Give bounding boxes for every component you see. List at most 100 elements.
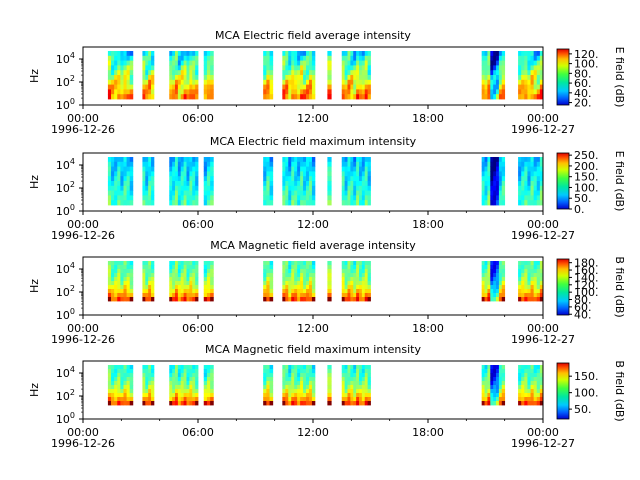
- x-date-label-end: 1996-12-27: [511, 333, 575, 346]
- spectrogram-cell: [291, 297, 295, 302]
- spectrogram-cell: [294, 277, 298, 282]
- x-tick-label: 18:00: [412, 112, 444, 125]
- spectrogram-cell: [524, 94, 528, 100]
- spectrogram-cell: [344, 171, 348, 177]
- spectrogram-cell: [496, 297, 500, 302]
- y-tick-label: 100: [56, 307, 75, 322]
- spectrogram-cell: [183, 293, 187, 298]
- spectrogram-cell: [518, 185, 522, 191]
- spectrogram-cell: [518, 289, 522, 294]
- spectrogram-cell: [192, 157, 196, 163]
- spectrogram-cell: [367, 157, 371, 163]
- spectrogram-cell: [300, 171, 304, 177]
- spectrogram-cell: [300, 190, 304, 196]
- spectrogram-cell: [169, 157, 173, 163]
- colorbar: [556, 152, 570, 210]
- spectrogram-cell: [269, 373, 274, 378]
- spectrogram-cell: [364, 65, 369, 71]
- spectrogram-cell: [359, 79, 363, 85]
- spectrogram-cell: [203, 166, 208, 172]
- spectrogram-cell: [493, 51, 497, 57]
- spectrogram-cell: [129, 273, 134, 278]
- spectrogram-cell: [180, 166, 185, 172]
- spectrogram-cell: [327, 389, 332, 394]
- spectrogram-cell: [192, 195, 196, 201]
- x-tick-label: 12:00: [297, 322, 329, 335]
- spectrogram-cell: [263, 385, 267, 390]
- spectrogram-cell: [291, 79, 295, 85]
- spectrogram-cell: [180, 401, 185, 406]
- spectrogram-cell: [186, 397, 190, 402]
- spectrogram-cell: [344, 269, 348, 274]
- spectrogram-cell: [107, 89, 112, 95]
- spectrogram-cell: [487, 51, 491, 57]
- y-tick-label: 100: [56, 203, 75, 218]
- spectrogram-cell: [145, 195, 149, 201]
- spectrogram-cell: [282, 166, 286, 172]
- spectrogram-cell: [297, 190, 301, 196]
- spectrogram-cell: [288, 190, 292, 196]
- spectrogram-cell: [183, 157, 187, 163]
- spectrogram-cell: [129, 70, 134, 76]
- spectrogram-cell: [172, 293, 176, 298]
- spectrogram-cell: [484, 285, 488, 290]
- spectrogram-cell: [107, 51, 112, 57]
- spectrogram-cell: [493, 269, 497, 274]
- spectrogram-cell: [341, 200, 346, 206]
- spectrogram-cell: [111, 181, 115, 187]
- spectrogram-cell: [493, 185, 497, 191]
- spectrogram-cell: [539, 60, 544, 66]
- spectrogram-cell: [282, 51, 286, 57]
- spectrogram-cell: [210, 401, 214, 406]
- spectrogram-cell: [521, 297, 525, 302]
- spectrogram-cell: [263, 70, 267, 76]
- spectrogram-cell: [539, 397, 544, 402]
- spectrogram-cell: [117, 89, 121, 95]
- panel-title: MCA Magnetic field average intensity: [210, 239, 416, 252]
- spectrogram-cell: [493, 389, 497, 394]
- spectrogram-cell: [327, 171, 332, 177]
- spectrogram-cell: [521, 393, 525, 398]
- spectrogram-cell: [498, 365, 503, 370]
- spectrogram-cell: [327, 190, 332, 196]
- spectrogram-cell: [107, 261, 112, 266]
- spectrogram-cell: [341, 373, 346, 378]
- spectrogram-cell: [356, 389, 360, 394]
- spectrogram-cell: [195, 51, 199, 57]
- spectrogram-cell: [527, 389, 531, 394]
- spectrogram-cell: [151, 171, 155, 177]
- spectrogram-cell: [361, 166, 366, 172]
- spectrogram-cell: [120, 84, 124, 90]
- spectrogram-cell: [361, 65, 366, 71]
- spectrogram-cell: [294, 373, 298, 378]
- spectrogram-cell: [186, 70, 190, 76]
- spectrogram-cell: [524, 55, 528, 61]
- spectrogram-cell: [129, 75, 134, 81]
- spectrogram-cell: [288, 185, 292, 191]
- spectrogram-cell: [350, 389, 354, 394]
- spectrogram-cell: [356, 200, 360, 206]
- spectrogram-cell: [484, 79, 488, 85]
- spectrogram-cell: [192, 176, 196, 182]
- spectrogram-cell: [536, 377, 541, 382]
- spectrogram-cell: [350, 293, 354, 298]
- spectrogram-cell: [359, 195, 363, 201]
- spectrogram-cell: [126, 261, 131, 266]
- spectrogram-cell: [487, 401, 491, 406]
- spectrogram-cell: [518, 373, 522, 378]
- spectrogram-cell: [308, 94, 313, 100]
- spectrogram-cell: [288, 79, 292, 85]
- spectrogram-cell: [518, 176, 522, 182]
- spectrogram-cell: [145, 75, 149, 81]
- spectrogram-cell: [294, 171, 298, 177]
- spectrogram-cell: [527, 195, 531, 201]
- spectrogram-cell: [177, 181, 182, 187]
- spectrogram-cell: [145, 70, 149, 76]
- spectrogram-cell: [266, 176, 270, 182]
- spectrogram-cell: [266, 389, 270, 394]
- spectrogram-cell: [350, 195, 354, 201]
- spectrogram-cell: [142, 397, 146, 402]
- spectrogram-cell: [120, 289, 124, 294]
- spectrogram-cell: [536, 89, 541, 95]
- spectrogram-cell: [111, 289, 115, 294]
